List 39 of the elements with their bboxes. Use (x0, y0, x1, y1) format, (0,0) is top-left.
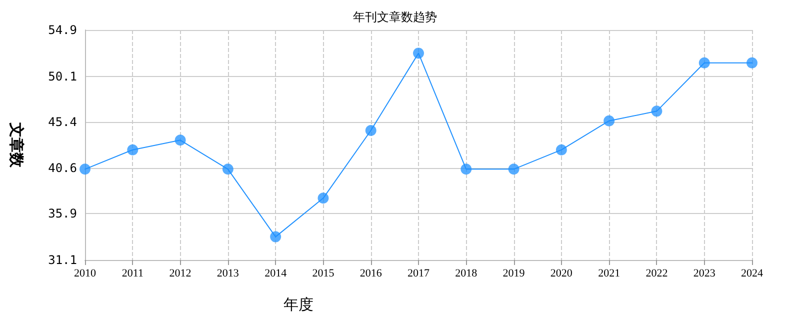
y-tick-label: 35.9 (48, 206, 77, 221)
x-tick-label: 2024 (741, 268, 764, 280)
y-tick-label: 50.1 (48, 69, 77, 84)
x-tick-label: 2023 (693, 268, 716, 280)
y-axis-title: 文章数 (8, 122, 26, 168)
x-tick-label: 2016 (360, 268, 382, 280)
y-tick-label: 45.4 (48, 114, 77, 129)
x-axis-title: 年度 (284, 296, 314, 314)
x-tick-label: 2012 (169, 268, 192, 280)
point (651, 106, 662, 117)
x-tick-label: 2022 (646, 268, 668, 280)
point (222, 164, 234, 175)
x-tick-label: 2019 (502, 268, 526, 280)
point (413, 48, 424, 59)
y-tick-label: 31.1 (48, 253, 77, 267)
y-tick-label: 40.6 (48, 161, 77, 176)
x-tick-label: 2015 (312, 268, 335, 280)
x-tick-label: 2011 (122, 268, 144, 280)
x-tick-label: 2020 (550, 268, 573, 280)
point (460, 164, 472, 175)
point (174, 134, 186, 146)
point (746, 57, 758, 68)
point (270, 231, 282, 242)
x-tick-label: 2013 (216, 268, 240, 280)
point (365, 125, 376, 136)
y-tick-label: 54.9 (48, 23, 77, 37)
point (604, 115, 615, 126)
x-tick-label: 2018 (455, 268, 478, 280)
point (80, 164, 90, 175)
x-tick-label: 2014 (264, 268, 288, 280)
x-tick-label: 2010 (74, 268, 96, 280)
point (508, 164, 520, 175)
x-tick-label: 2017 (408, 268, 430, 280)
x-tick-label: 2021 (598, 268, 620, 280)
chart-title: 年刊文章数趋势 (353, 10, 437, 24)
point (698, 57, 710, 68)
point (318, 192, 329, 204)
point (556, 144, 567, 156)
point (127, 144, 138, 156)
